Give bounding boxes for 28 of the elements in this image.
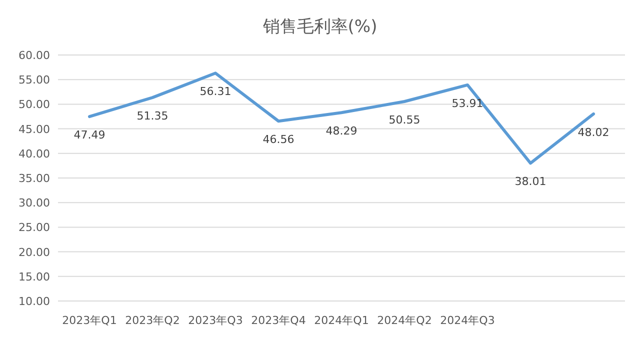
y-tick-label: 10.00	[18, 295, 50, 308]
y-tick-label: 40.00	[18, 147, 50, 160]
data-label: 38.01	[514, 175, 546, 188]
data-label: 48.02	[578, 126, 610, 139]
x-tick-label: 2023年Q4	[251, 314, 306, 327]
data-label: 48.29	[326, 124, 358, 138]
y-tick-label: 30.00	[18, 196, 50, 210]
x-tick-label: 2024年Q2	[377, 314, 432, 327]
x-tick-label: 2023年Q2	[125, 314, 180, 327]
y-tick-label: 25.00	[18, 221, 50, 234]
y-tick-label: 20.00	[18, 246, 50, 259]
y-tick-label: 35.00	[18, 172, 50, 185]
data-label: 47.49	[74, 128, 106, 142]
data-label: 46.56	[262, 133, 294, 146]
y-tick-label: 45.00	[18, 122, 50, 136]
y-tick-label: 60.00	[18, 49, 50, 62]
data-label: 56.31	[200, 85, 232, 98]
y-tick-label: 15.00	[18, 270, 50, 284]
data-label: 50.55	[388, 113, 420, 126]
data-label: 51.35	[136, 110, 168, 123]
y-tick-label: 55.00	[18, 74, 50, 87]
data-label: 53.91	[452, 96, 484, 110]
x-tick-label: 2024年Q1	[314, 314, 369, 327]
chart-title: 销售毛利率(%)	[262, 17, 378, 37]
x-tick-label: 2023年Q1	[62, 314, 117, 327]
x-tick-label: 2024年Q3	[440, 314, 495, 327]
y-tick-label: 50.00	[18, 98, 50, 112]
x-tick-label: 2023年Q3	[188, 314, 243, 327]
